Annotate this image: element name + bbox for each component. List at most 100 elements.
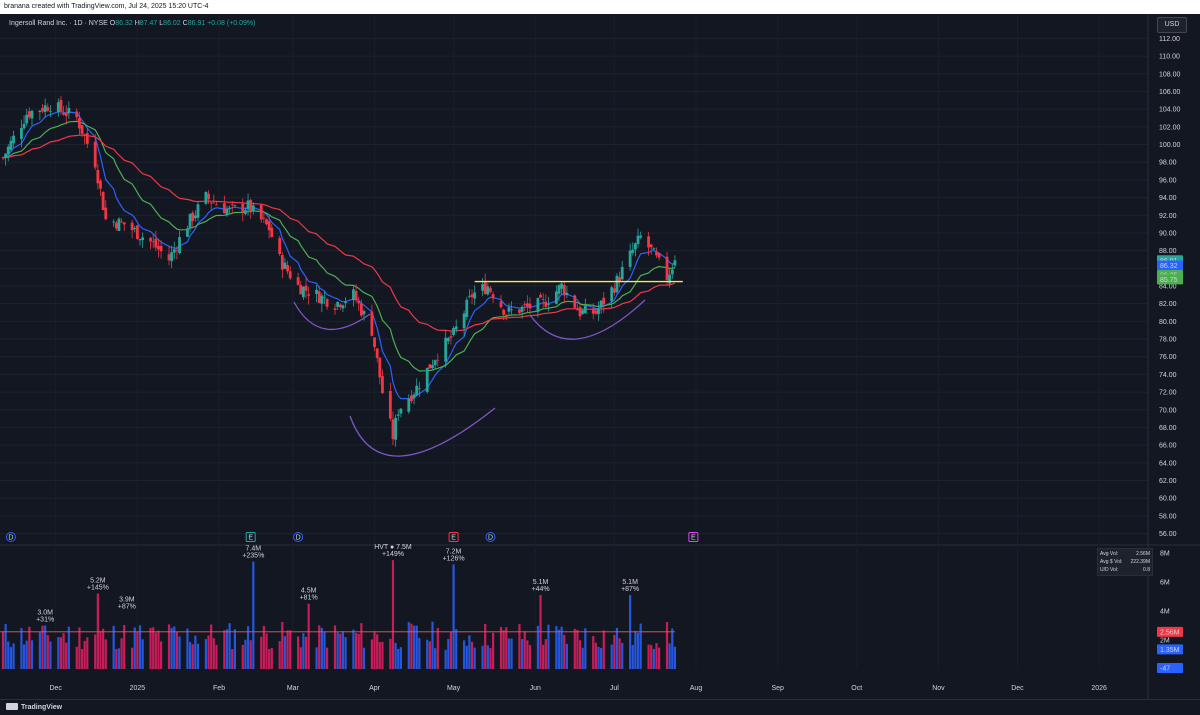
volume-tick-label: 8M bbox=[1160, 550, 1170, 557]
volume-bar bbox=[447, 639, 450, 669]
volume-bar bbox=[658, 647, 661, 669]
candle-body bbox=[649, 244, 653, 248]
volume-bar bbox=[639, 623, 642, 669]
volume-annotation: 7.4M bbox=[246, 546, 262, 553]
volume-bar bbox=[333, 625, 337, 669]
candle-body bbox=[167, 254, 171, 261]
volume-bar bbox=[86, 637, 89, 669]
volume-label-text: -47 bbox=[1160, 666, 1170, 673]
candle-body bbox=[130, 222, 134, 231]
candle-body bbox=[425, 367, 429, 392]
price-tick-label: 84.00 bbox=[1159, 284, 1177, 291]
candle-body bbox=[307, 294, 311, 296]
volume-bar bbox=[178, 636, 181, 669]
candle-body bbox=[104, 207, 108, 220]
volume-bar bbox=[555, 626, 558, 669]
candle-body bbox=[668, 274, 672, 284]
low-label: L bbox=[159, 20, 164, 27]
candle-body bbox=[396, 414, 400, 416]
candle-body bbox=[27, 111, 31, 118]
candle-body bbox=[507, 307, 511, 312]
event-marker-label: E bbox=[451, 535, 456, 542]
candle-body bbox=[46, 107, 50, 111]
volume-bar bbox=[167, 624, 171, 669]
volume-bar bbox=[323, 631, 326, 669]
candle-body bbox=[510, 309, 513, 311]
candle-body bbox=[410, 395, 413, 402]
candle-body bbox=[64, 112, 68, 116]
volume-bar bbox=[223, 630, 226, 669]
volume-bar bbox=[634, 630, 637, 669]
candle-body bbox=[188, 213, 192, 229]
volume-bar bbox=[141, 639, 144, 669]
volume-annotation: 4.5M bbox=[301, 588, 317, 595]
candle-body bbox=[449, 336, 453, 338]
volume-bar bbox=[473, 647, 476, 669]
time-tick-label: Jul bbox=[610, 685, 619, 692]
volume-tick-label: 6M bbox=[1160, 579, 1170, 586]
candle-body bbox=[462, 313, 466, 329]
volume-annotation: 3.0M bbox=[37, 609, 53, 616]
volume-bar bbox=[650, 644, 653, 669]
volume-bar bbox=[286, 630, 289, 669]
candle-body bbox=[620, 266, 624, 280]
attribution: branana created with TradingView.com, Ju… bbox=[0, 0, 1200, 14]
volume-bar bbox=[489, 648, 492, 669]
candle-body bbox=[581, 310, 585, 314]
volume-bar bbox=[262, 625, 265, 669]
candle-body bbox=[207, 193, 210, 200]
volume-bar bbox=[507, 638, 511, 669]
volume-bar bbox=[154, 632, 157, 669]
candle-body bbox=[338, 304, 342, 308]
volume-bar bbox=[315, 647, 318, 669]
stat-row: Avg Vol: 2.56M bbox=[1100, 550, 1150, 558]
volume-bar bbox=[578, 640, 582, 669]
volume-bar bbox=[46, 635, 49, 669]
volume-annotation-pct: +126% bbox=[443, 556, 465, 563]
volume-bar bbox=[410, 623, 413, 669]
event-marker-label: D bbox=[488, 535, 493, 542]
candle-body bbox=[354, 291, 358, 301]
volume-bar bbox=[518, 624, 521, 669]
volume-bar bbox=[344, 637, 347, 669]
volume-annotation-pct: +44% bbox=[531, 586, 549, 593]
price-chart[interactable]: 112.00 110.00 108.00 106.00 104.00 102.00 100.… bbox=[0, 14, 1200, 699]
candle-body bbox=[317, 291, 321, 303]
price-label-tag bbox=[1157, 260, 1183, 271]
candle-body bbox=[391, 419, 395, 440]
candle-body bbox=[41, 108, 44, 112]
candle-body bbox=[101, 191, 105, 211]
volume-annotation-pct: +149% bbox=[382, 551, 404, 558]
candle-body bbox=[315, 289, 318, 294]
volume-bar bbox=[320, 627, 323, 669]
candle-body bbox=[544, 301, 548, 307]
volume-bar bbox=[25, 640, 28, 669]
candle-body bbox=[25, 114, 29, 124]
candle-body bbox=[323, 297, 326, 299]
volume-bar bbox=[212, 638, 215, 669]
candle-body bbox=[280, 255, 284, 270]
candle-body bbox=[80, 125, 84, 134]
candle-body bbox=[78, 117, 81, 129]
volume-bar bbox=[78, 627, 81, 669]
volume-bar bbox=[499, 627, 503, 669]
time-tick-label: Mar bbox=[287, 685, 300, 692]
candle-body bbox=[178, 237, 181, 254]
candle-body bbox=[299, 284, 303, 295]
volume-bar bbox=[502, 630, 505, 669]
time-tick-label: Sep bbox=[771, 685, 784, 692]
dividend-marker bbox=[5, 532, 16, 542]
candle-body bbox=[38, 110, 42, 113]
volume-bar bbox=[22, 644, 26, 669]
dividend-marker bbox=[485, 532, 496, 542]
currency-button[interactable]: USD bbox=[1157, 17, 1187, 33]
volume-bar bbox=[394, 642, 397, 669]
candle-body bbox=[117, 218, 121, 231]
candle-body bbox=[191, 212, 195, 221]
candle-body bbox=[362, 311, 366, 315]
price-tick-label: 68.00 bbox=[1159, 425, 1177, 432]
volume-bar bbox=[576, 629, 579, 669]
candle-body bbox=[159, 245, 163, 252]
stat-label: Avg $ Vol: bbox=[1100, 559, 1123, 565]
candle-body bbox=[138, 239, 142, 241]
